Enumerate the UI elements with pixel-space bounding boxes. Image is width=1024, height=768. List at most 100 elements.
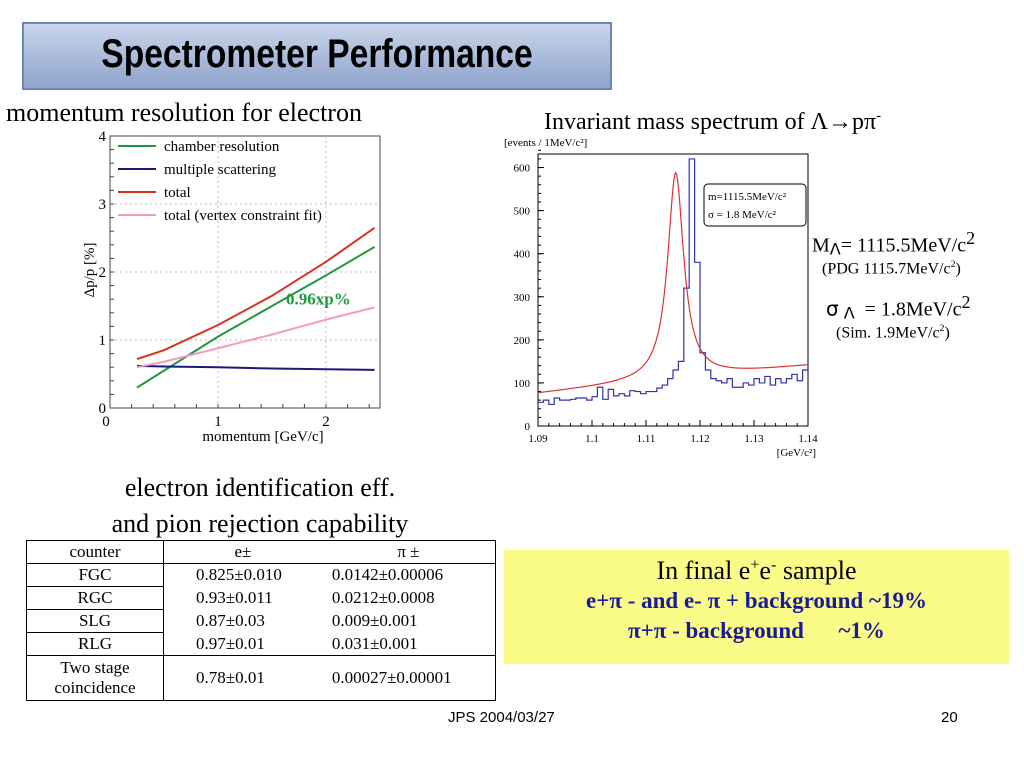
y-tick-label: 0 xyxy=(525,421,531,433)
mass-sup: 2 xyxy=(966,228,976,248)
y-tick-label: 100 xyxy=(514,378,531,390)
series-line xyxy=(136,306,375,369)
left-chart-heading: momentum resolution for electron xyxy=(6,98,362,127)
table-cell: 0.825±0.010 xyxy=(162,563,322,587)
sim-close: ) xyxy=(944,323,950,341)
mass-sub: Λ xyxy=(829,239,841,259)
y-axis-label: [events / 1MeV/c²] xyxy=(504,137,587,149)
right-chart-heading: Invariant mass spectrum of Λ→pπ- xyxy=(544,108,881,136)
fit-curve xyxy=(537,171,809,394)
stats-label: σ = 1.8 MeV/c² xyxy=(708,209,777,221)
sim-line: (Sim. 1.9MeV/c2) xyxy=(836,323,975,342)
x-axis-label: momentum [GeV/c] xyxy=(202,429,323,445)
page-number: 20 xyxy=(941,709,958,726)
table-cell: 0.009±0.001 xyxy=(321,609,496,633)
y-axis-label: Δp/p [%] xyxy=(82,242,98,297)
y-tick-label: 3 xyxy=(99,197,107,213)
y-tick-label: 200 xyxy=(514,335,531,347)
legend-label: total (vertex constraint fit) xyxy=(164,208,322,224)
table-cell: SLG xyxy=(26,609,164,633)
background-line-2: π+π - background ~1% xyxy=(628,618,885,643)
eid-heading-line1: electron identification eff. xyxy=(124,473,396,502)
resolution-annotation: 0.96xp% xyxy=(286,290,351,309)
x-tick-label: 2 xyxy=(322,414,330,430)
table-row: RLG 0.97±0.01 0.031±0.001 xyxy=(26,632,496,656)
final-sample-sup2: - xyxy=(770,556,777,574)
final-sample-box: In final e+e- sample e+π - and e- π + ba… xyxy=(504,550,1009,664)
right-chart-heading-sup: - xyxy=(876,108,882,124)
table-header: π ± xyxy=(321,540,496,564)
sigma-sub: Λ xyxy=(843,303,855,323)
invariant-mass-chart: [events / 1MeV/c²] 0 100 200 300 400 500 600 1.0… xyxy=(504,137,818,459)
table-cell: FGC xyxy=(26,563,164,587)
background-line-1: e+π - and e- π + background ~19% xyxy=(586,588,927,613)
x-tick-label: 1.12 xyxy=(690,433,709,445)
y-tick-label: 2 xyxy=(99,265,107,281)
x-tick-label: 1.1 xyxy=(585,433,599,445)
y-tick-label: 0 xyxy=(99,401,107,417)
series-line xyxy=(136,226,376,360)
table-cell: 0.87±0.03 xyxy=(196,611,265,630)
table-cell: 0.93±0.011 xyxy=(196,588,273,607)
series-line xyxy=(136,245,376,389)
sigma-sup: 2 xyxy=(961,291,971,312)
table-cell: 0.0142±0.00006 xyxy=(321,563,496,587)
mass-value-line: MΛ= 1115.5MeV/c2 xyxy=(812,228,975,259)
final-sample-text-b: e xyxy=(759,556,771,585)
pdg-close: ) xyxy=(955,259,961,277)
table-cell: 0.0212±0.0008 xyxy=(321,586,496,610)
table-cell: 0.031±0.001 xyxy=(321,632,496,656)
legend-label: multiple scattering xyxy=(164,162,277,178)
table-row: FGC 0.825±0.010 0.0142±0.00006 xyxy=(26,563,496,587)
legend-label: chamber resolution xyxy=(164,139,280,155)
y-tick-label: 1 xyxy=(99,333,107,349)
table-cell: Two stage coincidence xyxy=(26,655,164,701)
right-chart-heading-text: Invariant mass spectrum of Λ→pπ xyxy=(544,109,877,135)
table-cell: RLG xyxy=(26,632,164,656)
mass-info: MΛ= 1115.5MeV/c2 (PDG 1115.7MeV/c2) σ Λ … xyxy=(812,228,975,342)
pdg-line: (PDG 1115.7MeV/c2) xyxy=(822,259,975,278)
table-cell: RGC xyxy=(26,586,164,610)
x-tick-label: 1.11 xyxy=(637,433,656,445)
series-line xyxy=(136,364,375,371)
y-tick-label: 400 xyxy=(514,249,531,261)
pdg-sup: 2 xyxy=(950,258,956,270)
y-tick-label: 300 xyxy=(514,292,531,304)
sigma-line: σ Λ = 1.8MeV/c2 xyxy=(826,292,975,323)
sigma-symbol: σ xyxy=(826,296,839,321)
y-tick-label: 600 xyxy=(514,163,531,175)
table-header: e± xyxy=(162,540,322,564)
x-tick-label: 1.09 xyxy=(528,433,548,445)
page-title: Spectrometer Performance xyxy=(101,32,533,76)
x-axis-label: [GeV/c²] xyxy=(777,447,816,459)
sim-sup: 2 xyxy=(939,322,945,334)
table-row: SLG 0.87±0.03 0.009±0.001 xyxy=(26,609,496,633)
footer-date: JPS 2004/03/27 xyxy=(448,709,555,726)
mass-symbol: M xyxy=(812,234,830,257)
stats-box xyxy=(703,183,807,227)
stats-label: m=1115.5MeV/c² xyxy=(708,191,787,203)
table-row: Two stage coincidence 0.78±0.01 0.00027±… xyxy=(26,655,496,701)
y-tick-label: 4 xyxy=(99,129,107,145)
table-header: counter xyxy=(26,540,164,564)
table-cell: 0.00027±0.00001 xyxy=(321,655,496,701)
table-cell: 0.78±0.01 xyxy=(162,655,322,701)
legend-label: total xyxy=(164,185,191,201)
sim-value: (Sim. 1.9MeV/c xyxy=(836,323,940,341)
final-sample-sup1: + xyxy=(750,556,760,574)
mass-value: = 1115.5MeV/c xyxy=(840,234,967,257)
x-tick-label: 1 xyxy=(214,414,222,430)
sigma-value: = 1.8MeV/c xyxy=(864,298,962,321)
title-banner: Spectrometer Performance xyxy=(22,22,612,90)
eid-heading-line2: and pion rejection capability xyxy=(111,509,409,538)
table-cell: 0.97±0.01 xyxy=(162,632,322,656)
pdg-value: (PDG 1115.7MeV/c xyxy=(822,259,951,277)
table-header-row: counter e± π ± xyxy=(26,540,496,564)
final-sample-line1: In final e+e- sample xyxy=(504,556,1009,586)
eid-heading: electron identification eff. and pion re… xyxy=(0,470,520,542)
x-tick-label: 1.13 xyxy=(744,433,764,445)
eid-table: counter e± π ± FGC 0.825±0.010 0.0142±0.… xyxy=(26,540,496,701)
y-tick-label: 500 xyxy=(514,206,531,218)
x-tick-label: 0 xyxy=(102,414,110,430)
table-row: RGC 0.93±0.011 0.0212±0.0008 xyxy=(26,586,496,610)
